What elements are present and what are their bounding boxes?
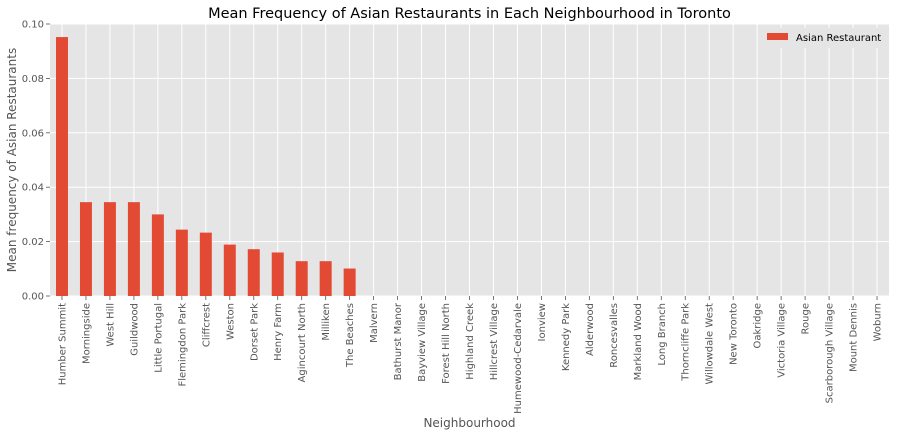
x-tick-label: Ionview [537, 303, 548, 341]
bar [55, 37, 68, 296]
x-tick-label: Henry Farm [273, 303, 284, 361]
y-tick-label: 0.04 [22, 183, 44, 194]
x-tick-label: Bayview Village [417, 303, 428, 382]
x-tick-label: Guildwood [129, 303, 140, 356]
x-tick-label: Highland Creek [465, 303, 476, 380]
y-tick-label: 0.10 [22, 20, 44, 31]
x-tick-label: Oakridge [753, 303, 764, 349]
x-tick-label: Scarborough Village [825, 303, 836, 403]
x-tick-label: Flemingdon Park [177, 303, 188, 387]
x-tick-label: Little Portugal [153, 303, 164, 373]
bar [319, 261, 332, 296]
x-tick-label: Thorncliffe Park [681, 303, 692, 382]
x-tick-label: Willowdale West [705, 303, 716, 385]
legend: Asian Restaurant [760, 28, 885, 48]
chart-title: Mean Frequency of Asian Restaurants in E… [208, 6, 731, 22]
legend-swatch [767, 33, 788, 40]
x-tick-label: Malvern [369, 303, 380, 343]
bar [295, 261, 308, 296]
x-tick-label: Cliffcrest [201, 303, 212, 347]
bar [151, 214, 164, 296]
legend-box [760, 28, 885, 48]
bar [127, 202, 140, 296]
y-axis-ticks: 0.00 0.02 0.04 0.06 0.08 0.10 [22, 20, 50, 303]
x-axis-ticks: Humber Summit Morningside West Hill Guildwo… [57, 296, 884, 414]
y-tick-label: 0.08 [22, 74, 44, 85]
bar [271, 252, 284, 296]
bar [175, 229, 188, 296]
x-tick-label: Dorset Park [249, 303, 260, 361]
x-tick-label: Mount Dennis [849, 303, 860, 372]
x-tick-label: Woburn [873, 303, 884, 341]
x-tick-label: Agincourt North [297, 303, 308, 382]
x-tick-label: New Toronto [729, 303, 740, 365]
x-tick-label: West Hill [105, 303, 116, 347]
x-axis-label: Neighbourhood [423, 416, 515, 430]
x-tick-label: Weston [225, 303, 236, 340]
x-tick-label: Kennedy Park [561, 303, 572, 371]
x-tick-label: Victoria Village [777, 303, 788, 378]
x-tick-label: Humewood-Cedarvale [513, 303, 524, 414]
bar [79, 202, 92, 296]
bar [247, 249, 260, 296]
x-tick-label: Hillcrest Village [489, 303, 500, 380]
bar [343, 268, 356, 296]
x-tick-label: Humber Summit [57, 303, 68, 385]
y-tick-label: 0.00 [22, 292, 44, 303]
x-tick-label: Bathurst Manor [393, 302, 404, 380]
x-tick-label: The Beaches [345, 303, 356, 368]
bar [103, 202, 116, 296]
x-tick-label: Forest Hill North [441, 303, 452, 384]
bar [223, 244, 236, 296]
x-tick-label: Alderwood [585, 303, 596, 356]
y-tick-label: 0.02 [22, 237, 44, 248]
x-tick-label: Morningside [81, 303, 92, 364]
x-tick-label: Roncesvalles [609, 303, 620, 368]
bar [199, 232, 212, 296]
x-tick-label: Rouge [801, 303, 812, 334]
bars-group [55, 37, 356, 296]
x-tick-label: Milliken [321, 303, 332, 341]
legend-label: Asian Restaurant [796, 33, 881, 44]
x-tick-label: Markland Wood [633, 303, 644, 380]
x-tick-label: Long Branch [657, 303, 668, 366]
y-axis-label: Mean frequency of Asian Restaurants [5, 48, 19, 272]
y-tick-label: 0.06 [22, 128, 44, 139]
